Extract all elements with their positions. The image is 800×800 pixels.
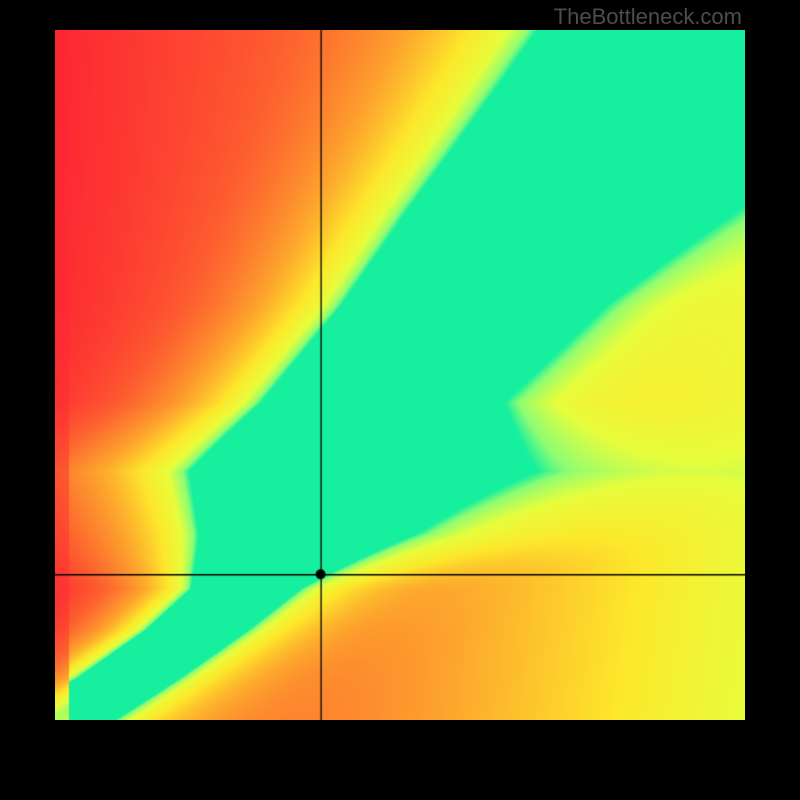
- bottleneck-heatmap: [55, 30, 745, 720]
- bottleneck-heatmap-container: { "attribution": "TheBottleneck.com", "l…: [0, 0, 800, 800]
- attribution-text: TheBottleneck.com: [554, 4, 742, 30]
